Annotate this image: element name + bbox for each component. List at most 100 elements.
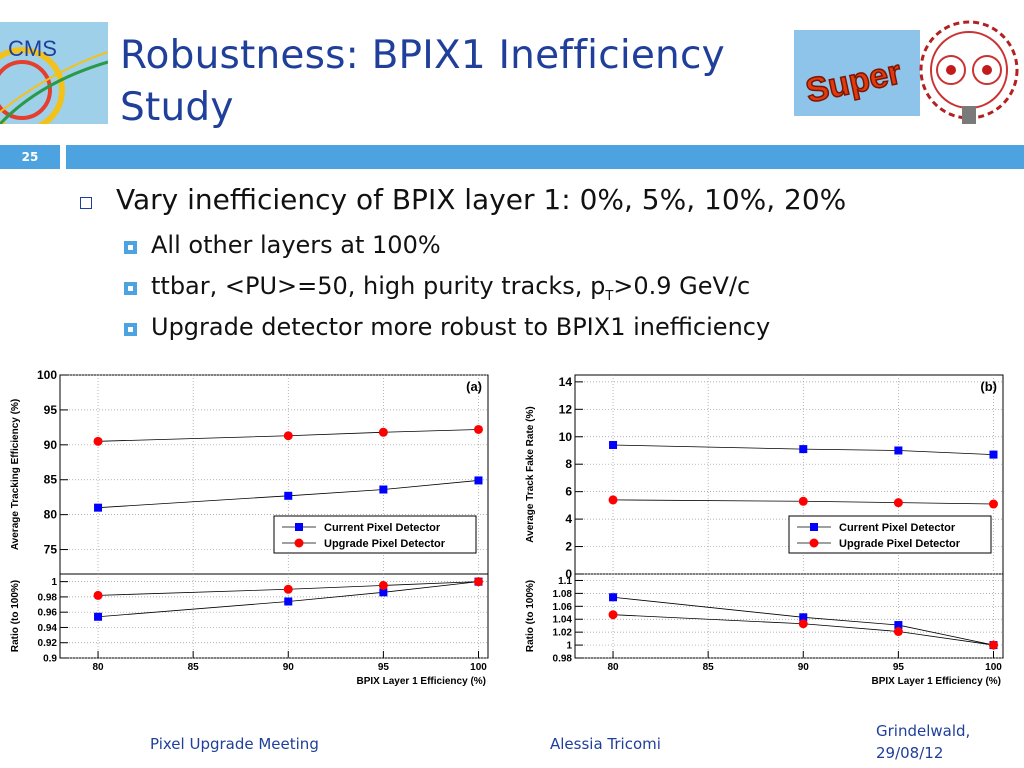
legend-marker-square	[810, 523, 818, 531]
y-tick-label: 80	[44, 508, 58, 522]
legend-label: Current Pixel Detector	[324, 522, 441, 534]
ratio-point-circle	[893, 627, 903, 637]
footer-location: Grindelwald,	[876, 722, 971, 740]
series-line	[613, 444, 994, 455]
chart-tracking-efficiency: 80 85 90 95 100 75 80 85 90 95 100 0.9 0.92 0.94 0.96 0…	[10, 368, 489, 687]
data-point-circle	[988, 499, 998, 509]
square-bullet-icon	[124, 241, 137, 254]
x-tick-label: 80	[92, 662, 104, 673]
y-tick-label: 0	[565, 567, 572, 581]
legend-marker-circle	[809, 538, 819, 548]
ratio-y-tick-label: 0.9	[43, 654, 57, 665]
legend-box	[273, 515, 477, 554]
data-point-square	[474, 476, 483, 485]
chart-fake-rate: 80 85 90 95 100 0 2 4 6 8 10 12 14 0.98 1 1.02 1.04 1.06 1…	[525, 374, 1004, 687]
slide-number-bar	[0, 145, 60, 169]
y-tick-label: 90	[44, 438, 58, 452]
y-tick-label: 95	[44, 403, 58, 417]
slide-number: 25	[21, 150, 39, 164]
slide-title-line2: Study	[120, 85, 234, 130]
y-tick-label: 14	[559, 375, 573, 389]
ratio-y-tick-label: 1.06	[553, 602, 573, 613]
ratio-point-circle	[283, 584, 293, 594]
data-point-circle	[798, 496, 808, 506]
data-point-square	[379, 485, 388, 494]
bullet-sub-3-text: Upgrade detector more robust to BPIX1 in…	[151, 313, 771, 341]
series-line	[613, 499, 994, 505]
ratio-series-line	[98, 581, 479, 596]
bullet-sub-2-tail: >0.9 GeV/c	[613, 272, 751, 300]
data-point-square	[94, 503, 103, 512]
ratio-y-tick-label: 0.98	[38, 592, 58, 603]
ratio-y-axis-title: Ratio (to 100%)	[525, 580, 536, 652]
ratio-series-line	[98, 581, 479, 618]
data-point-circle	[608, 495, 618, 505]
slide-title: Robustness: BPIX1 Inefficiency Study	[120, 30, 760, 134]
data-point-square	[989, 450, 998, 459]
footer-date: 29/08/12	[876, 744, 944, 762]
square-bullet-icon	[124, 323, 137, 336]
chart-legend: Current Pixel Detector Upgrade Pixel Dete…	[273, 515, 477, 554]
ratio-plot-frame	[59, 573, 489, 659]
data-point-square	[284, 491, 293, 500]
ratio-y-tick-label: 0.94	[38, 623, 58, 634]
y-axis-title: Average Track Fake Rate (%)	[525, 406, 536, 542]
data-point-circle	[93, 436, 103, 446]
legend-label: Upgrade Pixel Detector	[324, 538, 446, 550]
ratio-point-square	[609, 593, 618, 602]
x-tick-label: 100	[985, 662, 1002, 673]
footer-location-date: Grindelwald, 29/08/12	[876, 720, 970, 764]
x-tick-label: 80	[607, 662, 619, 673]
legend-marker-circle	[294, 538, 304, 548]
ratio-point-square	[894, 621, 903, 630]
x-axis-title: BPIX Layer 1 Efficiency (%)	[872, 676, 1002, 687]
ratio-point-circle	[988, 640, 998, 650]
ratio-y-tick-label: 0.92	[38, 638, 58, 649]
y-tick-label: 2	[565, 540, 572, 554]
data-point-square	[799, 445, 808, 454]
series-line	[98, 429, 479, 442]
y-tick-label: 12	[559, 402, 573, 416]
ratio-point-circle	[608, 610, 618, 620]
ratio-series-line	[613, 614, 994, 646]
ratio-y-tick-label: 1	[51, 577, 57, 588]
data-point-circle	[283, 431, 293, 441]
y-tick-label: 6	[565, 485, 572, 499]
bullet-sub-2-main: ttbar, <PU>=50, high purity tracks, p	[151, 272, 606, 300]
chart-legend: Current Pixel Detector Upgrade Pixel Dete…	[788, 515, 992, 554]
x-axis-title: BPIX Layer 1 Efficiency (%)	[357, 676, 487, 687]
panel-label: (a)	[466, 379, 482, 394]
cms-logo: CMS	[0, 22, 108, 124]
x-tick-label: 95	[378, 662, 390, 673]
ratio-series-line	[613, 596, 994, 646]
ratio-y-axis-title: Ratio (to 100%)	[10, 580, 21, 652]
legend-marker-square	[295, 523, 303, 531]
ratio-point-square	[94, 612, 103, 621]
ratio-y-tick-label: 1.02	[553, 628, 573, 639]
ratio-point-circle	[798, 619, 808, 629]
y-tick-label: 100	[37, 368, 57, 382]
lhc-detector-logo	[919, 20, 1019, 124]
ratio-y-tick-label: 1.1	[558, 576, 572, 587]
series-line	[98, 480, 479, 509]
header-divider-bar	[66, 145, 1024, 169]
ratio-point-square	[799, 613, 808, 622]
x-tick-label: 85	[188, 662, 200, 673]
data-point-circle	[893, 498, 903, 508]
ratio-y-tick-label: 1.04	[553, 615, 573, 626]
x-tick-label: 85	[703, 662, 715, 673]
data-point-circle	[473, 424, 483, 434]
footer-author: Alessia Tricomi	[550, 735, 661, 753]
legend-box	[788, 515, 992, 554]
x-tick-label: 90	[283, 662, 295, 673]
x-tick-label: 100	[470, 662, 487, 673]
ratio-point-square	[284, 597, 293, 606]
ratio-point-circle	[378, 580, 388, 590]
ratio-point-square	[379, 588, 388, 597]
cms-logo-text: CMS	[8, 36, 57, 61]
x-tick-label: 95	[893, 662, 905, 673]
square-bullet-icon	[124, 282, 137, 295]
bullet-sub-1-text: All other layers at 100%	[151, 231, 441, 259]
ratio-point-circle	[473, 577, 483, 587]
legend-label: Current Pixel Detector	[839, 522, 956, 534]
